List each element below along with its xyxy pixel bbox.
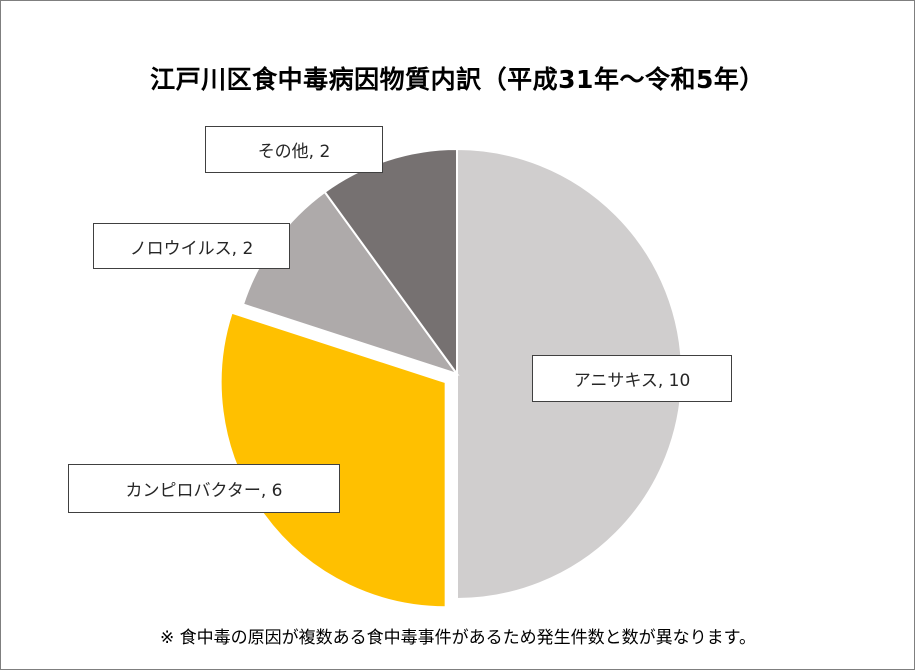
data-label-campylobacter: カンピロバクター, 6: [68, 464, 340, 513]
data-label-other: その他, 2: [205, 126, 383, 173]
chart-title: 江戸川区食中毒病因物質内訳（平成31年～令和5年）: [150, 65, 765, 94]
data-label-norovirus: ノロウイルス, 2: [93, 223, 290, 269]
pie-slice-other: [323, 147, 458, 378]
pie-slice-campylobacter: [219, 311, 447, 609]
footnote: ※ 食中毒の原因が複数ある食中毒事件があるため発生件数と数が異なります。: [160, 628, 756, 648]
data-label-anisakis: アニサキス, 10: [532, 355, 732, 402]
